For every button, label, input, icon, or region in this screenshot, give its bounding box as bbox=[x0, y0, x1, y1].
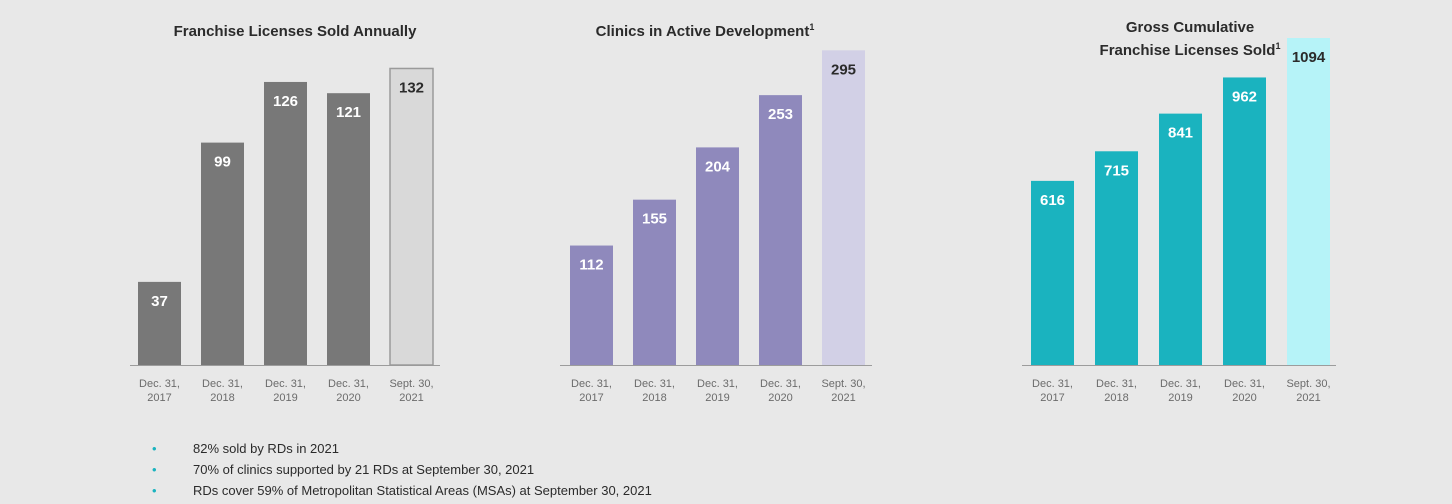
x-tick-label: 2020 bbox=[1232, 392, 1256, 404]
x-tick-label: 2020 bbox=[336, 392, 360, 404]
bullet-dot: • bbox=[152, 462, 157, 477]
x-tick-label: 2017 bbox=[147, 392, 171, 404]
x-tick-label: 2018 bbox=[642, 392, 666, 404]
chart-title-licenses-annual: Franchise Licenses Sold Annually bbox=[173, 23, 417, 40]
x-tick-label: Dec. 31, bbox=[760, 378, 801, 390]
bar bbox=[570, 245, 613, 365]
data-label: 1094 bbox=[1292, 49, 1326, 66]
data-label: 253 bbox=[768, 106, 793, 123]
x-tick-label: 2017 bbox=[579, 392, 603, 404]
data-label: 715 bbox=[1104, 162, 1129, 179]
x-tick-label: 2019 bbox=[1168, 392, 1192, 404]
bar bbox=[1159, 113, 1202, 365]
bar bbox=[759, 95, 802, 365]
chart-title-gross-cumulative: Gross Cumulative Franchise Licenses Sold… bbox=[1040, 18, 1340, 60]
data-label: 155 bbox=[642, 211, 667, 228]
x-tick-label: 2019 bbox=[705, 392, 729, 404]
x-tick-label: Dec. 31, bbox=[139, 378, 180, 390]
chart-title-clinics-development: Clinics in Active Development1 bbox=[595, 22, 815, 40]
data-label: 121 bbox=[336, 104, 361, 121]
bar bbox=[1223, 77, 1266, 366]
x-tick-label: 2021 bbox=[831, 392, 855, 404]
bullet-item: • RDs cover 59% of Metropolitan Statisti… bbox=[152, 480, 652, 501]
bullet-list: • 82% sold by RDs in 2021 • 70% of clini… bbox=[152, 438, 652, 501]
bar bbox=[264, 81, 307, 366]
bar bbox=[822, 50, 865, 365]
bullet-dot: • bbox=[152, 441, 157, 456]
bullet-dot: • bbox=[152, 483, 157, 498]
bullet-item: • 82% sold by RDs in 2021 bbox=[152, 438, 652, 459]
x-tick-label: 2018 bbox=[210, 392, 234, 404]
x-tick-label: 2021 bbox=[399, 392, 423, 404]
data-label: 99 bbox=[214, 154, 231, 171]
x-tick-label: 2020 bbox=[768, 392, 792, 404]
bar bbox=[633, 199, 676, 365]
x-tick-label: Dec. 31, bbox=[634, 378, 675, 390]
x-tick-label: Dec. 31, bbox=[1224, 378, 1265, 390]
data-label: 112 bbox=[579, 257, 603, 274]
bar bbox=[696, 147, 739, 365]
bar bbox=[138, 281, 181, 365]
x-tick-label: Dec. 31, bbox=[571, 378, 612, 390]
x-tick-label: Sept. 30, bbox=[389, 378, 433, 390]
x-tick-label: Dec. 31, bbox=[1096, 378, 1137, 390]
bar bbox=[1031, 180, 1074, 365]
bar bbox=[201, 142, 244, 365]
data-label: 132 bbox=[399, 79, 424, 96]
data-label: 841 bbox=[1168, 125, 1193, 142]
chart-title-line1: Gross Cumulative bbox=[1125, 19, 1255, 36]
x-tick-label: 2018 bbox=[1104, 392, 1128, 404]
x-tick-label: Dec. 31, bbox=[202, 378, 243, 390]
data-label: 616 bbox=[1040, 192, 1065, 209]
x-tick-label: Sept. 30, bbox=[821, 378, 865, 390]
data-label: 295 bbox=[831, 61, 856, 78]
x-tick-label: Dec. 31, bbox=[697, 378, 738, 390]
bar bbox=[1287, 38, 1330, 365]
x-tick-label: 2017 bbox=[1040, 392, 1064, 404]
bar bbox=[389, 67, 434, 366]
x-tick-label: Sept. 30, bbox=[1286, 378, 1330, 390]
bar bbox=[327, 93, 370, 365]
x-tick-label: 2019 bbox=[273, 392, 297, 404]
data-label: 126 bbox=[273, 93, 298, 110]
chart-title-line2: Franchise Licenses Sold1 bbox=[1099, 41, 1281, 59]
x-tick-label: 2021 bbox=[1296, 392, 1320, 404]
data-label: 962 bbox=[1232, 88, 1257, 105]
data-label: 37 bbox=[151, 293, 168, 310]
x-tick-label: Dec. 31, bbox=[1032, 378, 1073, 390]
x-tick-label: Dec. 31, bbox=[265, 378, 306, 390]
bullet-item: • 70% of clinics supported by 21 RDs at … bbox=[152, 459, 652, 480]
data-label: 204 bbox=[705, 158, 731, 175]
x-tick-label: Dec. 31, bbox=[1160, 378, 1201, 390]
bar bbox=[1095, 151, 1138, 365]
x-tick-label: Dec. 31, bbox=[328, 378, 369, 390]
